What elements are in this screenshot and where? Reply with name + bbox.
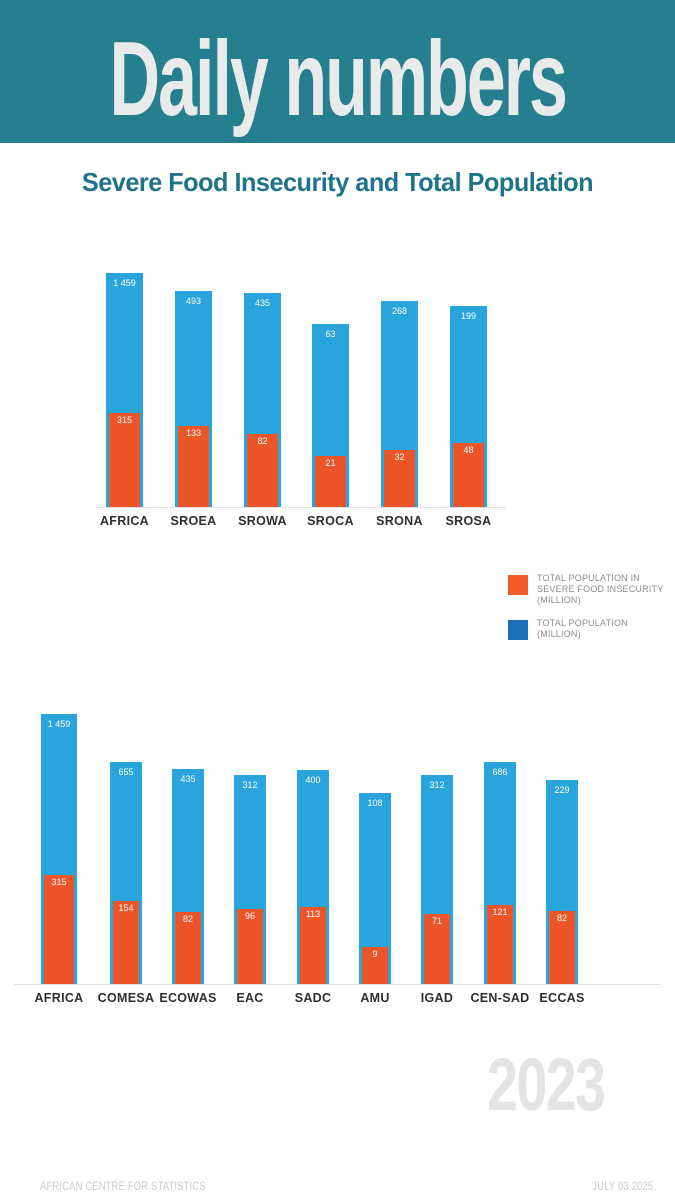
legend-item-total: TOTAL POPULATION (MILLION) bbox=[508, 618, 668, 641]
total-value-label: 108 bbox=[367, 798, 383, 808]
insecure-value-label: 113 bbox=[305, 909, 321, 919]
insecure-population-bar: 121 bbox=[487, 905, 513, 984]
category-label: SROEA bbox=[170, 514, 217, 528]
insecure-value-label: 96 bbox=[244, 911, 255, 921]
total-value-label: 435 bbox=[180, 774, 196, 784]
footer-date: JULY 03 2025 bbox=[592, 1181, 653, 1193]
insecure-value-label: 154 bbox=[118, 903, 134, 913]
insecure-population-bar: 21 bbox=[315, 456, 346, 507]
insecure-value-label: 32 bbox=[394, 452, 405, 462]
category-label: ECCAS bbox=[539, 991, 585, 1005]
category-label: IGAD bbox=[420, 991, 454, 1005]
category-label: AFRICA bbox=[99, 514, 150, 528]
insecure-value-label: 21 bbox=[325, 458, 336, 468]
total-value-label: 312 bbox=[429, 780, 445, 790]
total-value-label: 268 bbox=[391, 306, 408, 316]
category-label: ECOWAS bbox=[159, 991, 217, 1005]
total-value-label: 312 bbox=[242, 780, 258, 790]
insecure-value-label: 133 bbox=[185, 428, 202, 438]
legend-label: TOTAL POPULATION (MILLION) bbox=[537, 618, 628, 640]
axis-baseline bbox=[96, 507, 506, 508]
insecure-value-label: 82 bbox=[556, 913, 567, 923]
total-value-label: 63 bbox=[325, 329, 336, 339]
category-label: CEN-SAD bbox=[470, 991, 530, 1005]
legend-label: TOTAL POPULATION IN SEVERE FOOD INSECURI… bbox=[537, 573, 664, 605]
insecure-value-label: 9 bbox=[372, 949, 378, 959]
header-banner: Daily numbers bbox=[0, 0, 675, 143]
insecure-population-bar: 315 bbox=[109, 413, 140, 507]
category-label: SROCA bbox=[307, 514, 354, 528]
insecure-population-bar: 113 bbox=[300, 907, 326, 984]
axis-baseline bbox=[14, 984, 661, 985]
category-label: SROWA bbox=[238, 514, 287, 528]
total-value-label: 1 459 bbox=[113, 278, 136, 288]
legend-swatch-blue bbox=[508, 620, 528, 641]
insecure-value-label: 121 bbox=[492, 907, 508, 917]
total-value-label: 229 bbox=[554, 785, 570, 795]
insecure-population-bar: 96 bbox=[237, 909, 263, 984]
page-title: Daily numbers bbox=[109, 19, 567, 138]
insecure-population-bar: 82 bbox=[247, 434, 278, 507]
category-label: AMU bbox=[360, 991, 390, 1005]
insecure-value-label: 82 bbox=[257, 436, 268, 446]
insecure-value-label: 315 bbox=[51, 877, 67, 887]
legend-item-insecure: TOTAL POPULATION IN SEVERE FOOD INSECURI… bbox=[508, 573, 668, 605]
insecure-value-label: 315 bbox=[116, 415, 133, 425]
year-watermark: 2023 bbox=[487, 1043, 606, 1126]
total-value-label: 199 bbox=[460, 311, 477, 321]
category-label: EAC bbox=[236, 991, 264, 1005]
total-value-label: 400 bbox=[305, 775, 321, 785]
total-value-label: 686 bbox=[492, 767, 508, 777]
category-label: SROSA bbox=[445, 514, 492, 528]
insecure-population-bar: 9 bbox=[362, 947, 388, 984]
insecure-population-bar: 133 bbox=[178, 426, 209, 507]
total-value-label: 493 bbox=[185, 296, 202, 306]
insecure-population-bar: 154 bbox=[113, 901, 139, 984]
insecure-population-bar: 48 bbox=[453, 443, 484, 507]
insecure-value-label: 82 bbox=[182, 914, 193, 924]
total-value-label: 655 bbox=[118, 767, 134, 777]
insecure-population-bar: 315 bbox=[44, 875, 74, 984]
category-label: COMESA bbox=[97, 991, 155, 1005]
insecure-population-bar: 82 bbox=[175, 912, 201, 984]
category-label: SADC bbox=[294, 991, 332, 1005]
chart-legend: TOTAL POPULATION IN SEVERE FOOD INSECURI… bbox=[508, 573, 668, 653]
insecure-population-bar: 82 bbox=[549, 911, 575, 984]
footer-organization: AFRICAN CENTRE FOR STATISTICS bbox=[40, 1181, 206, 1193]
insecure-value-label: 71 bbox=[431, 916, 442, 926]
category-label: AFRICA bbox=[34, 991, 84, 1005]
chart-title: Severe Food Insecurity and Total Populat… bbox=[81, 167, 594, 197]
total-value-label: 435 bbox=[254, 298, 271, 308]
insecure-population-bar: 32 bbox=[384, 450, 415, 507]
category-label: SRONA bbox=[376, 514, 423, 528]
insecure-value-label: 48 bbox=[463, 445, 474, 455]
total-value-label: 1 459 bbox=[47, 719, 71, 729]
legend-swatch-orange bbox=[508, 575, 528, 595]
insecure-population-bar: 71 bbox=[424, 914, 450, 984]
